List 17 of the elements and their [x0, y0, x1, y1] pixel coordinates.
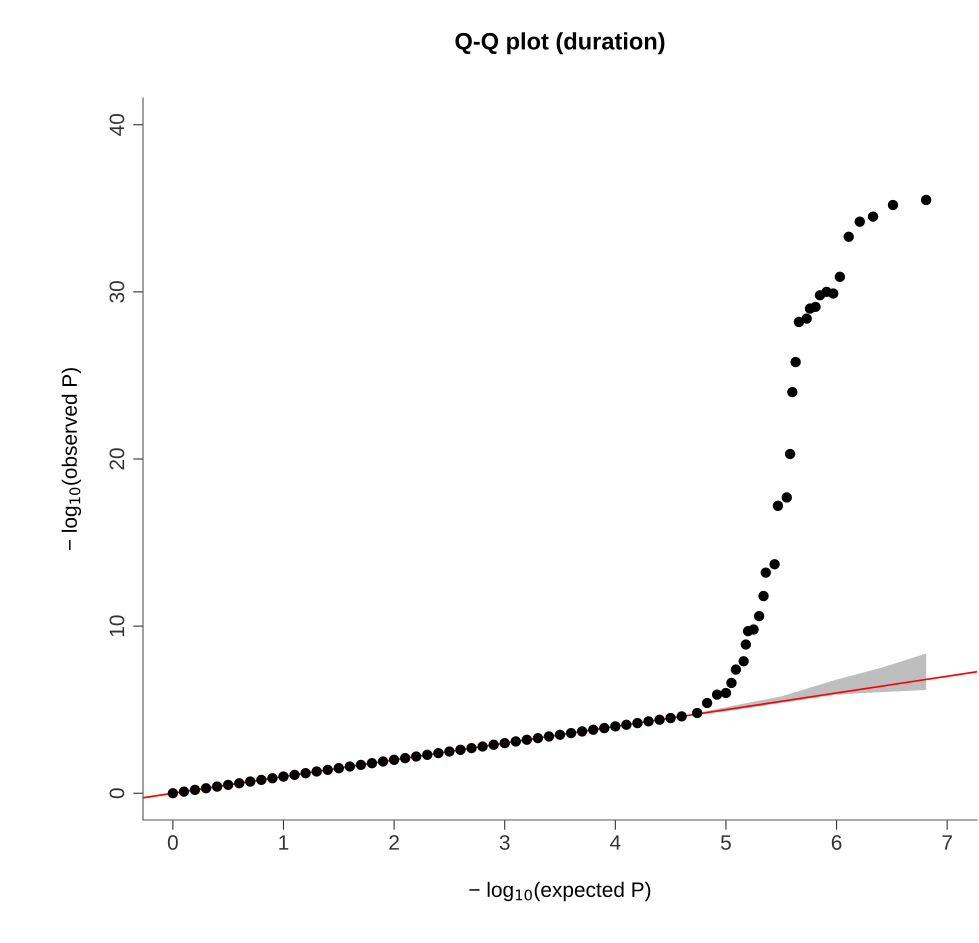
x-axis-title: − log$_{10}$(expected P): [469, 882, 650, 902]
x-tick-label: 2: [389, 835, 399, 850]
x-tick-label: 4: [610, 835, 621, 850]
y-tick-label: 40: [110, 114, 124, 136]
x-tick-label: 7: [942, 835, 952, 850]
y-axis-title: − log$_{10}$(observed P): [62, 368, 82, 550]
x-tick-label: 0: [168, 835, 178, 850]
x-tick-label: 5: [720, 835, 731, 850]
chart-title: Q-Q plot (duration): [455, 32, 664, 54]
y-tick-label: 20: [110, 448, 124, 470]
y-tick-label: 10: [110, 615, 124, 636]
x-tick-label: 3: [500, 835, 510, 850]
line-series: [143, 670, 978, 799]
y-tick-label: 0: [110, 788, 124, 798]
x-tick-label: 1: [279, 835, 288, 850]
x-tick-label: 6: [832, 835, 842, 850]
y-tick-label: 30: [110, 281, 124, 303]
